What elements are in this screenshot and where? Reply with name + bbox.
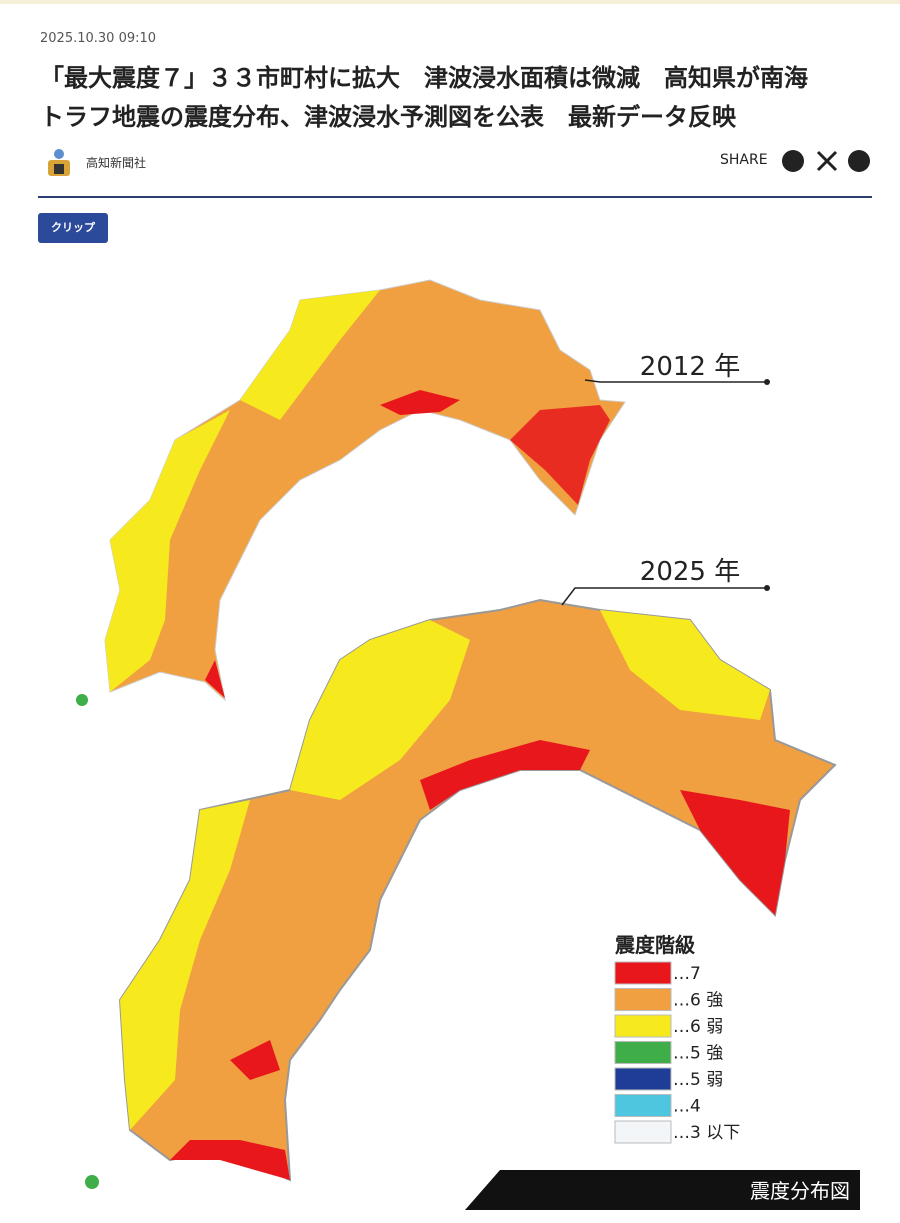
legend-swatch xyxy=(614,1120,672,1144)
legend-swatch xyxy=(614,1094,672,1117)
title-line: 「最大震度７」３３市町村に拡大 津波浸水面積は微減 高知県が南海 xyxy=(40,64,808,92)
island xyxy=(76,694,88,706)
clip-button[interactable]: クリップ xyxy=(38,213,108,243)
top-bar xyxy=(0,0,900,4)
map-label: 2025 年 xyxy=(640,557,740,587)
map-2025-zone xyxy=(230,1040,280,1080)
leader-line xyxy=(561,587,765,606)
map-2025-zone xyxy=(680,790,790,915)
leader-dot xyxy=(764,585,770,591)
date: 2025.10.30 09:10 xyxy=(40,31,157,46)
legend: …7 …6 強 …6 弱 …5 強 …5 弱 …4 …3 以下 xyxy=(614,961,740,1144)
map-2012 xyxy=(104,279,626,702)
facebook-icon[interactable] xyxy=(848,150,870,172)
map-2025-zone xyxy=(170,1140,290,1180)
leader-line xyxy=(584,379,765,383)
caption-bg xyxy=(465,1170,860,1210)
legend-swatch xyxy=(614,1014,672,1038)
map-2012-zone xyxy=(380,390,460,415)
map-label: 2012 年 xyxy=(640,352,740,382)
legend-label: …5 弱 xyxy=(673,1070,723,1090)
divider xyxy=(38,196,872,198)
legend-label: …6 強 xyxy=(673,991,723,1011)
map-2025-zone xyxy=(600,610,770,720)
x-icon[interactable] xyxy=(816,150,838,172)
title-line: トラフ地震の震度分布、津波浸水予測図を公表 最新データ反映 xyxy=(40,103,736,131)
publisher-logo xyxy=(48,149,70,176)
legend-label: …4 xyxy=(673,1097,701,1117)
legend-label: …3 以下 xyxy=(673,1123,740,1143)
share-label: SHARE xyxy=(720,152,768,168)
legend-label: …5 強 xyxy=(673,1044,723,1064)
line-icon[interactable] xyxy=(782,150,804,172)
legend-label: …6 弱 xyxy=(673,1017,723,1037)
map-2012-zone xyxy=(240,290,380,420)
legend-label: …7 xyxy=(673,964,701,984)
publisher: 高知新聞社 xyxy=(86,156,147,170)
map: 2012 年 2025 年 震度階級 …7…6 強…6 弱…5 強…5 弱…4…… xyxy=(76,279,860,1210)
legend-swatch xyxy=(614,961,672,985)
map-2012-zone xyxy=(105,410,230,692)
legend-swatch xyxy=(614,1067,672,1091)
island xyxy=(85,1175,99,1189)
map-2012-zone xyxy=(510,405,610,505)
map-2025-zone xyxy=(290,620,470,800)
caption: 震度分布図 xyxy=(750,1179,850,1203)
share-icons[interactable] xyxy=(780,148,875,174)
legend-title: 震度階級 xyxy=(615,933,695,957)
map-2012-zone xyxy=(205,660,225,698)
legend-swatch xyxy=(614,1041,672,1064)
map-2025-zone xyxy=(120,800,250,1130)
legend-swatch xyxy=(614,988,672,1011)
map-2025-zone xyxy=(420,740,590,810)
leader-dot xyxy=(764,379,770,385)
